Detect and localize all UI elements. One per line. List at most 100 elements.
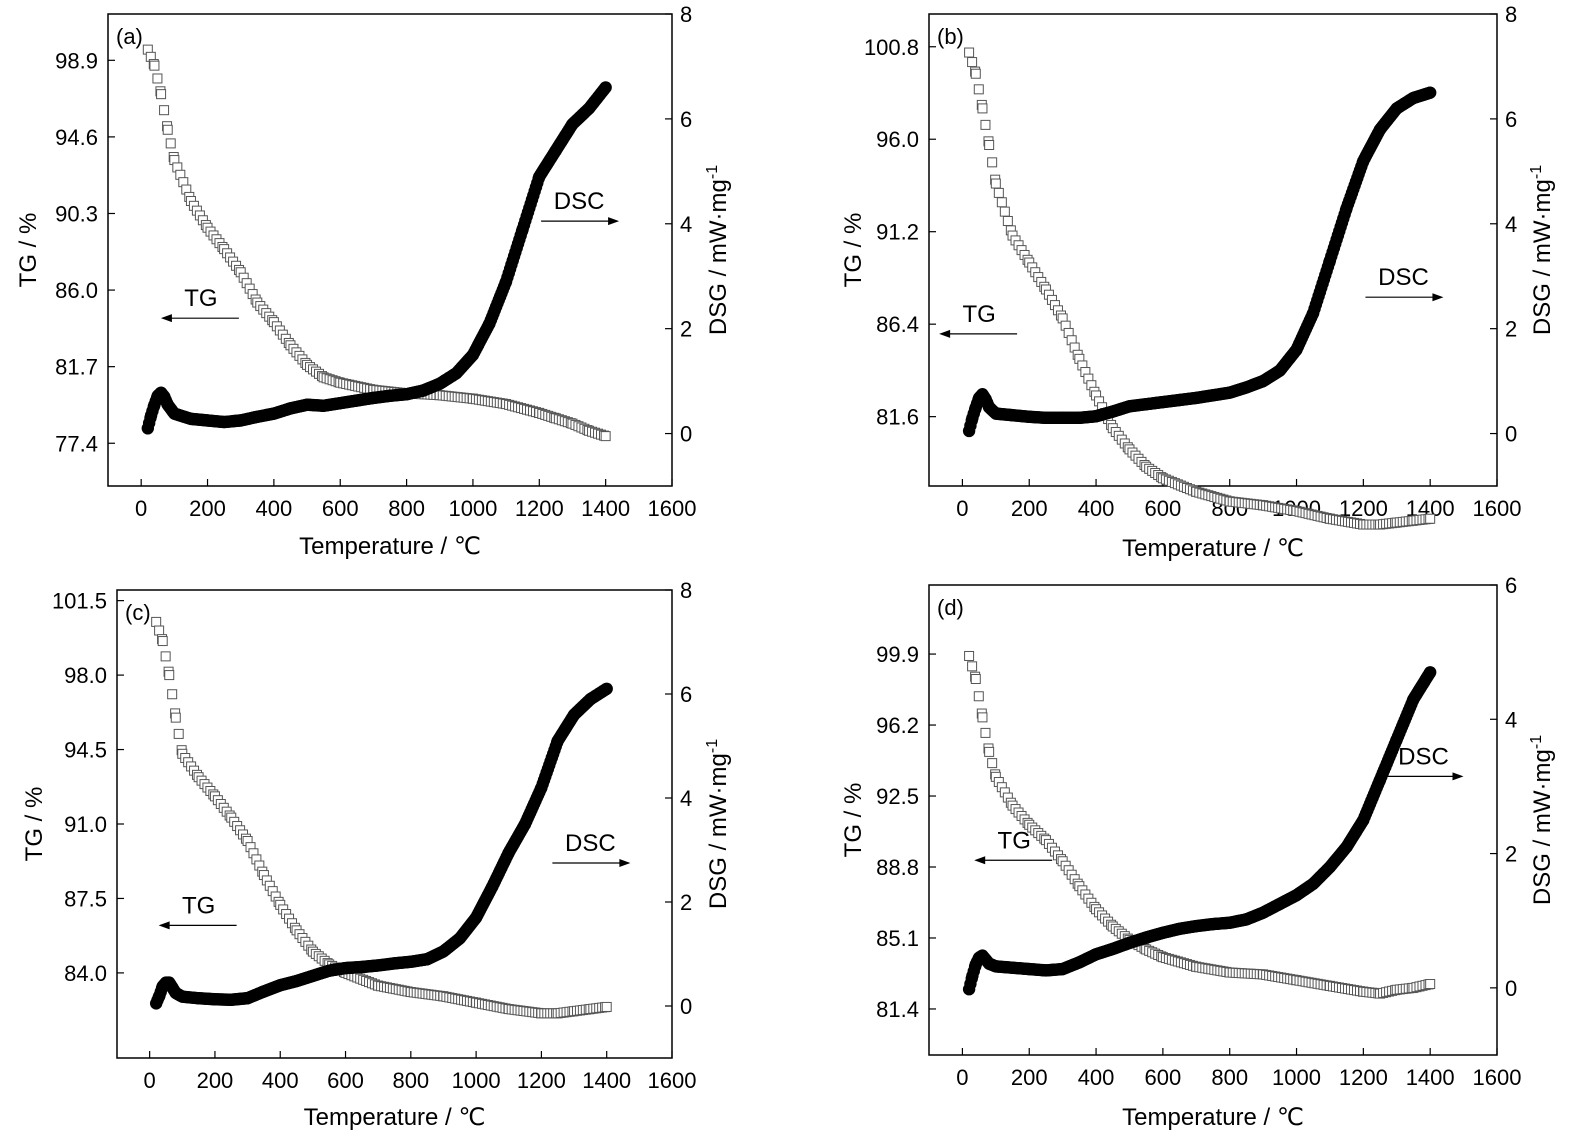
- arrow-head: [939, 329, 951, 338]
- left-axis-label: TG / %: [840, 783, 867, 858]
- left-axis-label: TG / %: [840, 213, 867, 288]
- left-tick-label: 81.4: [876, 997, 919, 1022]
- tg-point: [993, 187, 1004, 198]
- right-tick-label: 4: [680, 786, 692, 811]
- x-tick-label: 1400: [582, 1068, 631, 1093]
- left-tick-label: 86.4: [876, 312, 919, 337]
- tg-point: [165, 138, 176, 149]
- panel-label: (c): [125, 600, 151, 625]
- plot-frame: [928, 584, 1498, 1056]
- dsc-annotation: DSC: [1398, 743, 1449, 770]
- left-tick-label: 92.5: [876, 784, 919, 809]
- left-tick-label: 90.3: [55, 201, 98, 226]
- x-tick-label: 1600: [1473, 1065, 1522, 1090]
- dsc-annotation: DSC: [1378, 264, 1429, 291]
- right-tick-label: 0: [680, 422, 692, 447]
- left-tick-label: 98.9: [55, 48, 98, 73]
- tg-point: [151, 616, 162, 627]
- dsc-point: [600, 682, 613, 695]
- x-tick-label: 400: [262, 1068, 299, 1093]
- x-tick-label: 0: [956, 496, 968, 521]
- series-dsc: [149, 682, 613, 1010]
- tg-point: [967, 57, 978, 68]
- tg-point: [1425, 513, 1436, 524]
- series-tg: [142, 44, 611, 442]
- tg-point: [987, 758, 998, 769]
- right-axis-label: DSG / mW·mg-1: [1528, 165, 1556, 335]
- tg-point: [1425, 979, 1436, 990]
- dsc-point: [1423, 666, 1437, 679]
- x-tick-label: 800: [392, 1068, 429, 1093]
- left-tick-label: 100.8: [864, 35, 919, 60]
- panel-label: (b): [937, 24, 964, 49]
- left-tick-label: 88.8: [876, 855, 919, 880]
- panel-a: 0 200 400 600 800 1000 1200 1400 1600 77.4 81.7 86.…: [15, 2, 732, 560]
- tg-point: [970, 674, 981, 684]
- right-tick-label: 4: [680, 212, 692, 237]
- left-tick-label: 94.6: [55, 125, 98, 150]
- x-tick-label: 0: [144, 1068, 156, 1093]
- arrow-head: [1432, 293, 1444, 302]
- x-tick-label: 1600: [648, 496, 697, 521]
- right-tick-label: 0: [680, 994, 692, 1019]
- arrow-head: [619, 859, 631, 867]
- tg-point: [964, 650, 975, 661]
- tg-point: [170, 712, 181, 723]
- arrow-head: [160, 314, 172, 323]
- tg-point: [173, 728, 184, 739]
- tg-point: [601, 1001, 612, 1012]
- right-axis-label: DSG / mW·mg-1: [1528, 735, 1556, 905]
- x-tick-label: 800: [1211, 1065, 1248, 1090]
- tg-point: [973, 691, 984, 702]
- panel-label: (d): [937, 595, 964, 620]
- tg-point: [154, 625, 165, 636]
- left-axis-label: TG / %: [21, 787, 48, 862]
- tg-point: [600, 431, 611, 442]
- tg-annotation: TG: [184, 285, 217, 312]
- left-tick-label: 87.5: [64, 886, 107, 911]
- x-tick-label: 0: [956, 1065, 968, 1090]
- left-tick-label: 96.2: [876, 713, 919, 738]
- tg-point: [973, 84, 984, 95]
- right-tick-label: 6: [680, 682, 692, 707]
- x-tick-label: 600: [1145, 1065, 1182, 1090]
- x-tick-label: 1600: [648, 1068, 697, 1093]
- panel-b: 0200400600800100012001400160081.686.491.…: [840, 2, 1556, 562]
- right-tick-label: 6: [1505, 573, 1517, 598]
- x-tick-label: 400: [256, 496, 293, 521]
- tg-point: [964, 47, 975, 58]
- tg-annotation: TG: [962, 301, 995, 328]
- tg-point: [970, 68, 981, 79]
- tg-point: [156, 89, 167, 100]
- dsc-point: [599, 81, 612, 94]
- series-tg: [151, 616, 612, 1019]
- x-tick-label: 1400: [581, 496, 630, 521]
- x-tick-label: 200: [1011, 496, 1048, 521]
- x-tick-label: 400: [1078, 496, 1115, 521]
- tg-point: [1002, 215, 1013, 226]
- x-tick-label: 1600: [1473, 496, 1522, 521]
- tg-annotation: TG: [998, 827, 1031, 854]
- left-tick-label: 85.1: [876, 926, 919, 951]
- x-tick-label: 200: [1011, 1065, 1048, 1090]
- plot-frame: [107, 13, 673, 487]
- right-tick-label: 4: [1505, 707, 1517, 732]
- right-tick-label: 2: [680, 317, 692, 342]
- dsc-point: [1423, 86, 1437, 99]
- right-axis-label: DSG / mW·mg-1: [704, 739, 732, 909]
- series-dsc: [962, 86, 1437, 438]
- x-tick-label: 1000: [452, 1068, 501, 1093]
- x-axis-label: Temperature / ℃: [299, 533, 481, 560]
- arrow-head: [974, 856, 986, 865]
- plot-frame: [928, 13, 1498, 487]
- x-tick-label: 1400: [1406, 1065, 1455, 1090]
- right-tick-label: 8: [1505, 2, 1517, 27]
- arrow-head: [158, 921, 170, 930]
- panel-label: (a): [116, 24, 143, 49]
- right-tick-label: 6: [680, 107, 692, 132]
- left-tick-label: 101.5: [52, 589, 107, 614]
- x-tick-label: 600: [327, 1068, 364, 1093]
- left-tick-label: 81.7: [55, 355, 98, 380]
- tg-point: [149, 60, 160, 71]
